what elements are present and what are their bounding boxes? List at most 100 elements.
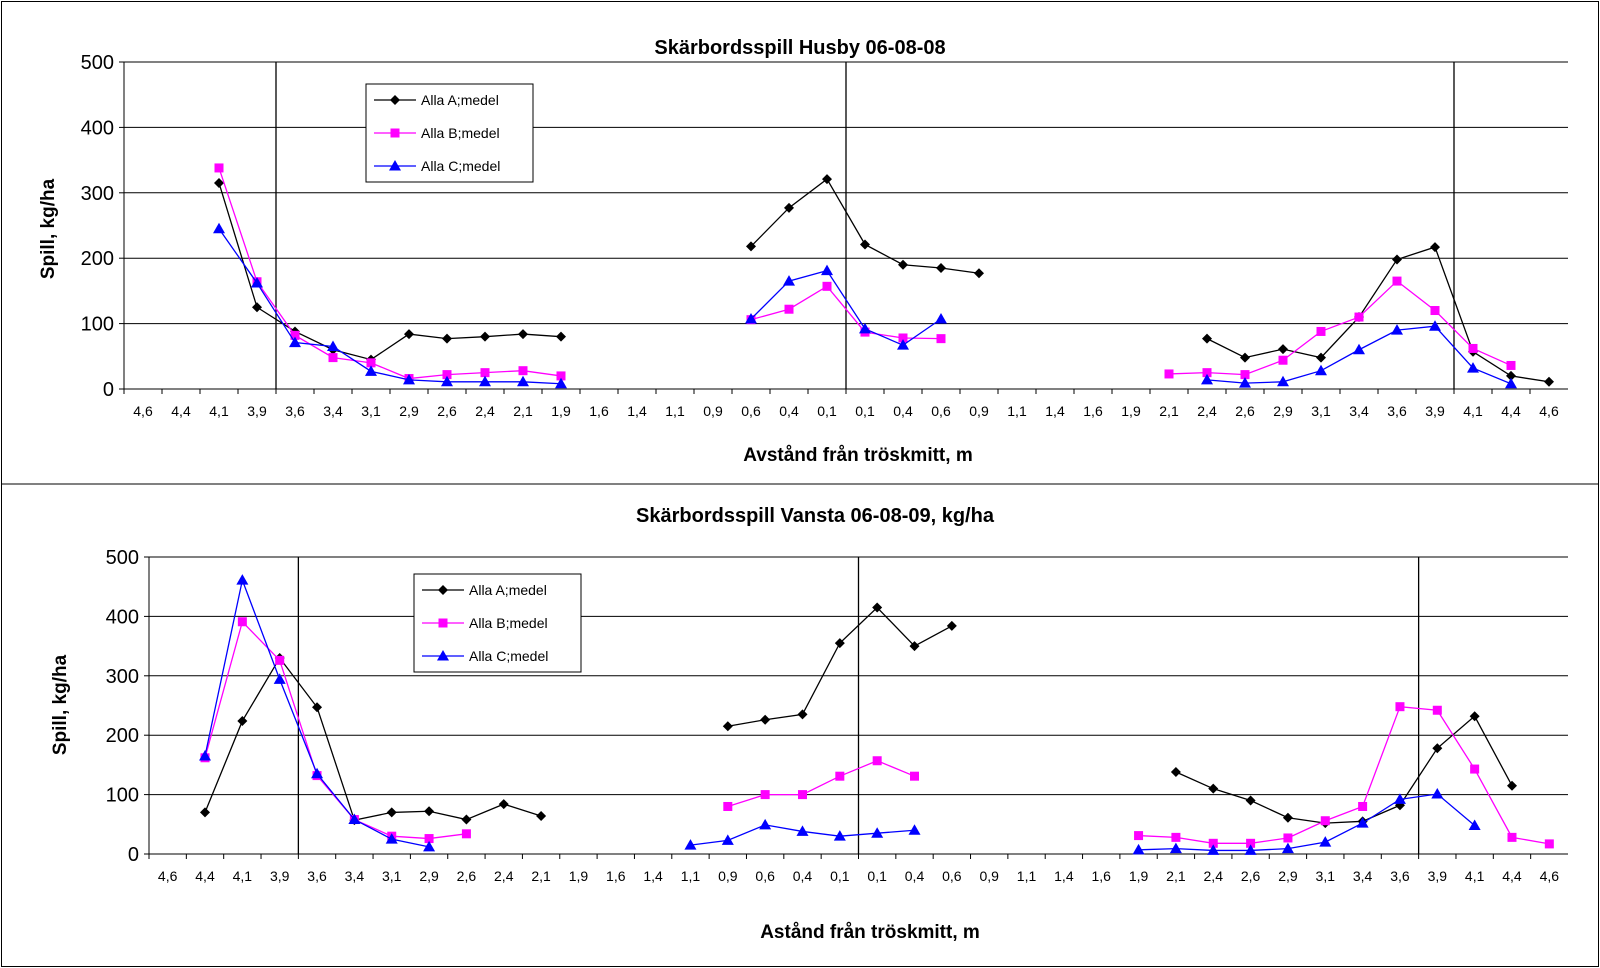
data-point (236, 574, 249, 585)
x-tick-label: 1,9 (569, 868, 589, 884)
data-point (723, 801, 733, 811)
data-point (328, 353, 338, 363)
series-line (204, 656, 542, 821)
data-point (1469, 711, 1480, 722)
y-tick-label: 200 (81, 248, 114, 270)
data-point (214, 177, 224, 188)
data-point (1505, 377, 1517, 389)
x-tick-label: 1,1 (1007, 403, 1027, 419)
data-point (199, 749, 212, 761)
x-tick-label: 1,9 (1129, 868, 1149, 884)
x-tick-label: 1,1 (681, 868, 701, 884)
data-point (290, 330, 300, 340)
y-tick-label: 0 (103, 379, 114, 401)
series-line (1168, 280, 1512, 376)
data-point (722, 721, 733, 732)
data-point (1316, 326, 1326, 336)
data-point (1392, 276, 1402, 286)
data-point (1316, 352, 1326, 363)
x-tick-label: 2,4 (1204, 868, 1224, 884)
plot-area: 0 100 200 300 400 500 4,6 4,4 4,1 3,9 3,6 3,4 3,1 2,9… (81, 52, 1568, 419)
data-point (935, 313, 947, 324)
x-tick-label: 4,1 (1465, 868, 1485, 884)
data-point (1429, 320, 1441, 331)
data-point (423, 840, 436, 852)
x-tick-label: 1,4 (1045, 403, 1065, 419)
series-line (750, 269, 942, 346)
data-point (1468, 819, 1481, 830)
data-point (1506, 780, 1517, 791)
legend-label: Alla C;medel (421, 158, 500, 174)
legend-label: Alla B;medel (421, 125, 500, 141)
x-tick-label: 0,4 (793, 868, 813, 884)
x-tick-label: 3,9 (270, 868, 290, 884)
chart-title: Skärbordsspill Husby 06-08-08 (654, 37, 945, 59)
x-tick-label: 2,9 (399, 403, 419, 419)
series-diamond (200, 602, 1517, 829)
data-point (859, 322, 871, 334)
data-point (1470, 764, 1480, 774)
data-point (784, 304, 794, 314)
data-point (1467, 362, 1479, 373)
x-tick-label: 2,6 (437, 403, 457, 419)
y-axis-label: Spill, kg/ha (38, 178, 59, 279)
y-tick-label: 500 (81, 52, 114, 74)
data-point (822, 174, 832, 185)
y-tick-label: 0 (128, 844, 139, 866)
series-line (218, 167, 562, 380)
x-tick-label: 1,6 (589, 403, 609, 419)
x-tick-label: 3,6 (285, 403, 305, 419)
x-tick-label: 2,1 (1166, 868, 1186, 884)
data-point (442, 370, 452, 380)
x-tick-label: 1,4 (627, 403, 647, 419)
data-point (872, 602, 883, 613)
x-tick-label: 2,1 (513, 403, 533, 419)
x-tick-label: 0,6 (741, 403, 761, 419)
x-tick-label: 3,1 (382, 868, 402, 884)
legend-marker (437, 650, 449, 661)
data-point (1132, 843, 1145, 855)
plot-area: 0 100 200 300 400 500 4,6 4,4 4,1 3,9 3,6 3,4 3,1 2,9… (106, 547, 1568, 884)
x-tick-label: 1,4 (643, 868, 663, 884)
data-point (760, 790, 770, 800)
data-point (909, 641, 920, 652)
data-point (517, 375, 529, 387)
x-tick-label: 0,9 (703, 403, 723, 419)
x-tick-label: 4,6 (1540, 868, 1560, 884)
series-line (218, 182, 562, 361)
y-tick-label: 500 (106, 547, 139, 569)
x-tick-label: 2,4 (475, 403, 495, 419)
data-point (1315, 364, 1327, 376)
data-point (1544, 839, 1554, 849)
x-tick-label: 2,6 (457, 868, 477, 884)
x-tick-label: 0,4 (779, 403, 799, 419)
y-tick-label: 100 (81, 314, 114, 336)
data-point (1171, 832, 1181, 842)
legend: Alla A;medel Alla B;medel Alla C;medel (413, 573, 582, 673)
data-point (784, 202, 794, 213)
series-triangle (213, 222, 1517, 389)
x-tick-label: 3,6 (1390, 868, 1410, 884)
x-tick-label: 1,1 (1017, 868, 1037, 884)
x-tick-label: 3,6 (1387, 403, 1407, 419)
data-point (1244, 844, 1257, 855)
x-tick-label: 3,1 (1311, 403, 1331, 419)
data-point (822, 281, 832, 291)
series-line (727, 760, 915, 808)
data-point (1319, 836, 1332, 847)
data-point (1544, 376, 1554, 387)
data-point (1164, 369, 1174, 379)
y-tick-label: 400 (106, 606, 139, 628)
series-line (1206, 246, 1550, 383)
data-point (424, 806, 435, 817)
data-point (835, 771, 845, 781)
data-point (461, 829, 471, 839)
data-point (536, 810, 547, 821)
data-point (1208, 838, 1218, 848)
data-point (898, 259, 908, 270)
data-point (555, 377, 567, 389)
x-tick-label: 3,4 (1349, 403, 1369, 419)
x-tick-label: 4,6 (1539, 403, 1559, 419)
data-point (275, 655, 285, 665)
data-point (797, 709, 808, 720)
